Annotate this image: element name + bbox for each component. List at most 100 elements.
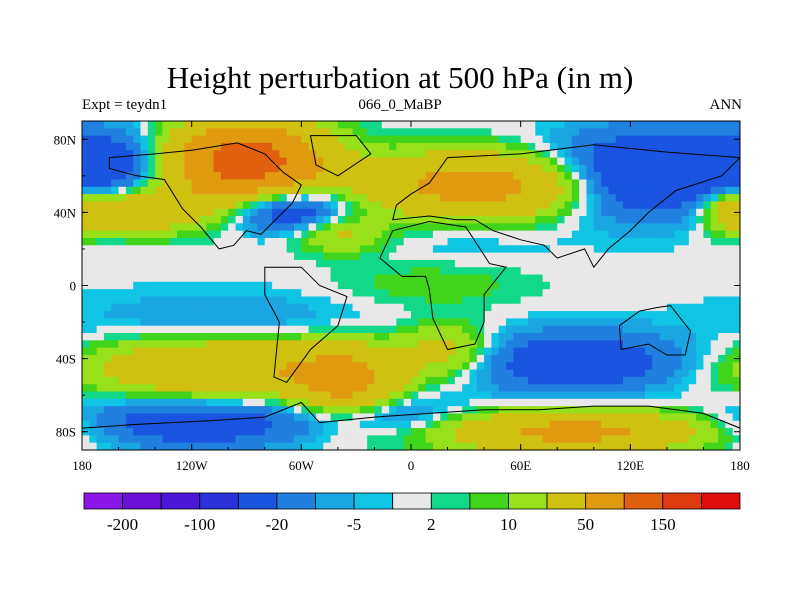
colorbar-label: 2 [427, 515, 436, 534]
contour-cell [725, 369, 734, 378]
contour-cell [535, 230, 544, 239]
contour-cell [725, 325, 734, 334]
contour-cell [198, 230, 207, 239]
contour-cell [206, 179, 215, 188]
contour-cell [250, 333, 259, 341]
contour-cell [352, 216, 361, 224]
contour-cell [623, 157, 631, 166]
contour-cell [308, 398, 317, 407]
contour-cell [637, 164, 646, 173]
coastline-australia [618, 305, 692, 356]
contour-cell [279, 362, 288, 371]
contour-cell [411, 296, 419, 305]
contour-cell [542, 208, 551, 217]
contour-cell [549, 442, 558, 450]
contour-cell [601, 391, 609, 400]
contour-cell [133, 150, 142, 159]
contour-cell [191, 325, 200, 334]
contour-cell [301, 318, 310, 327]
contour-cell [498, 208, 507, 217]
contour-cell [630, 303, 639, 312]
contour-cell [191, 398, 200, 407]
contour-cell [403, 150, 412, 159]
contour-cell [462, 376, 471, 385]
contour-cell [608, 267, 617, 276]
contour-cell [367, 281, 376, 290]
contour-cell [206, 281, 215, 290]
contour-cell [513, 252, 522, 261]
contour-cell [440, 391, 449, 400]
contour-cell [549, 245, 558, 254]
contour-cell [586, 442, 595, 450]
contour-cell [476, 150, 485, 159]
contour-cell [447, 413, 456, 422]
contour-cell [666, 289, 675, 298]
contour-cell [264, 164, 273, 173]
contour-cell [586, 420, 595, 429]
contour-cell [425, 259, 434, 268]
contour-cell [425, 376, 434, 385]
contour-cell [133, 406, 142, 415]
contour-cell [476, 157, 485, 166]
contour-cell [191, 208, 200, 217]
contour-cell [155, 274, 164, 283]
contour-cell [396, 186, 405, 195]
contour-cell [681, 296, 690, 305]
contour-cell [637, 121, 646, 129]
contour-cell [440, 121, 449, 129]
contour-cell [315, 142, 324, 151]
contour-cell [169, 208, 178, 217]
contour-cell [294, 274, 302, 283]
contour-cell [579, 274, 588, 283]
contour-cell [630, 362, 639, 371]
contour-cell [476, 208, 485, 217]
contour-cell [718, 223, 726, 232]
contour-cell [432, 245, 441, 254]
contour-cell [586, 172, 595, 181]
contour-cell [96, 442, 105, 450]
contour-cell [710, 135, 719, 144]
contour-cell [520, 398, 529, 407]
contour-cell [257, 274, 266, 283]
contour-cell [513, 128, 522, 137]
contour-cell [118, 201, 127, 210]
contour-cell [674, 442, 683, 450]
contour-cell [301, 398, 310, 407]
contour-cell [294, 289, 302, 298]
contour-cell [630, 186, 639, 195]
contour-cell [491, 245, 500, 254]
colorbar-label: -5 [347, 515, 361, 534]
contour-cell [147, 325, 156, 334]
contour-cell [469, 391, 478, 400]
contour-cell [396, 135, 405, 144]
contour-cell [330, 354, 339, 363]
contour-cell [374, 340, 383, 349]
contour-cell [476, 179, 485, 188]
contour-cell [396, 347, 405, 356]
contour-cell [213, 369, 222, 378]
contour-cell [82, 406, 90, 415]
contour-cell [506, 384, 514, 393]
contour-cell [462, 172, 471, 181]
contour-cell [535, 281, 544, 290]
contour-cell [557, 237, 566, 246]
contour-cell [571, 172, 580, 181]
contour-cell [403, 281, 412, 290]
contour-cell [103, 135, 112, 144]
contour-cell [659, 406, 668, 415]
contour-cell [637, 274, 646, 283]
x-axis: 180 120W 60W 0 60E 120E 180 [72, 121, 750, 473]
contour-cell [264, 333, 273, 341]
contour-cell [732, 252, 740, 261]
contour-cell [162, 391, 171, 400]
contour-cell [652, 340, 661, 349]
contour-cell [359, 354, 368, 363]
contour-cell [462, 194, 471, 203]
contour-cell [703, 164, 712, 173]
contour-cell [696, 318, 705, 327]
contour-cell [389, 135, 397, 144]
contour-cell [601, 325, 609, 334]
contour-cell [652, 252, 661, 261]
contour-cell [294, 413, 302, 422]
contour-cell [586, 150, 595, 159]
